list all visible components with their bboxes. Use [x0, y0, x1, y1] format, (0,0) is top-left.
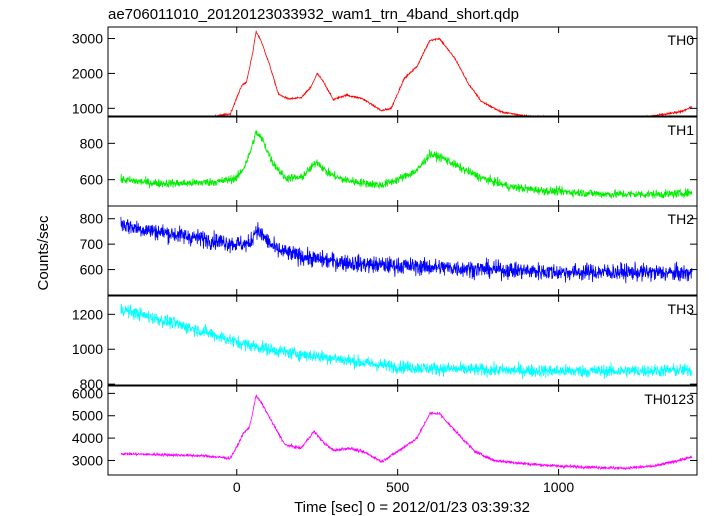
- panel-th3: 800 1000 1200 TH3: [72, 295, 698, 392]
- series-line-th2: [120, 216, 693, 284]
- panel-th0: 1000 2000 3000 TH0: [72, 26, 698, 117]
- y-tick-label: 1000: [72, 341, 103, 357]
- x-axis-label: Time [sec] 0 = 2012/01/23 03:39:32: [294, 499, 530, 516]
- y-tick-label: 4000: [72, 430, 103, 446]
- y-tick-label: 1200: [72, 306, 103, 322]
- y-tick-label: 700: [80, 236, 104, 252]
- x-tick-label: 1000: [543, 479, 574, 495]
- panel-label-th0123: TH0123: [644, 391, 694, 407]
- x-tick-label: 500: [386, 479, 410, 495]
- panel-label-th0: TH0: [668, 32, 695, 48]
- y-tick-label: 800: [80, 135, 104, 151]
- series-line-th1: [120, 129, 693, 199]
- y-tick-label: 2000: [72, 65, 103, 81]
- panel-label-th3: TH3: [668, 301, 695, 317]
- y-tick-label: 1000: [72, 100, 103, 116]
- plot-area: 1000 2000 3000 TH0 600 800 TH1 600 700 800 TH2 800 1…: [72, 26, 698, 495]
- panel-frame: [107, 26, 698, 117]
- panel-th0123: 3000 4000 5000 6000 TH0123: [72, 385, 698, 476]
- y-tick-label: 600: [80, 262, 104, 278]
- series-line-th0: [198, 30, 693, 116]
- panel-label-th2: TH2: [668, 211, 695, 227]
- panel-frame: [107, 385, 698, 476]
- y-tick-label: 5000: [72, 408, 103, 424]
- panel-frame: [107, 295, 698, 386]
- x-tick-label: 0: [233, 479, 241, 495]
- y-tick-label: 800: [80, 376, 104, 392]
- panel-th1: 600 800 TH1: [80, 116, 698, 207]
- y-axis-label: Counts/sec: [35, 215, 52, 291]
- chart-title: ae706011010_20120123033932_wam1_trn_4ban…: [108, 6, 519, 23]
- panel-th2: 600 700 800 TH2: [80, 205, 698, 296]
- series-line-th0123: [120, 394, 693, 471]
- panel-label-th1: TH1: [668, 122, 695, 138]
- panel-frame: [107, 205, 698, 296]
- series-line-th3: [120, 303, 693, 380]
- y-tick-label: 3000: [72, 452, 103, 468]
- y-tick-label: 600: [80, 172, 104, 188]
- y-tick-label: 3000: [72, 31, 103, 47]
- panel-frame: [107, 116, 698, 207]
- y-tick-label: 6000: [72, 385, 103, 401]
- y-tick-label: 800: [80, 211, 104, 227]
